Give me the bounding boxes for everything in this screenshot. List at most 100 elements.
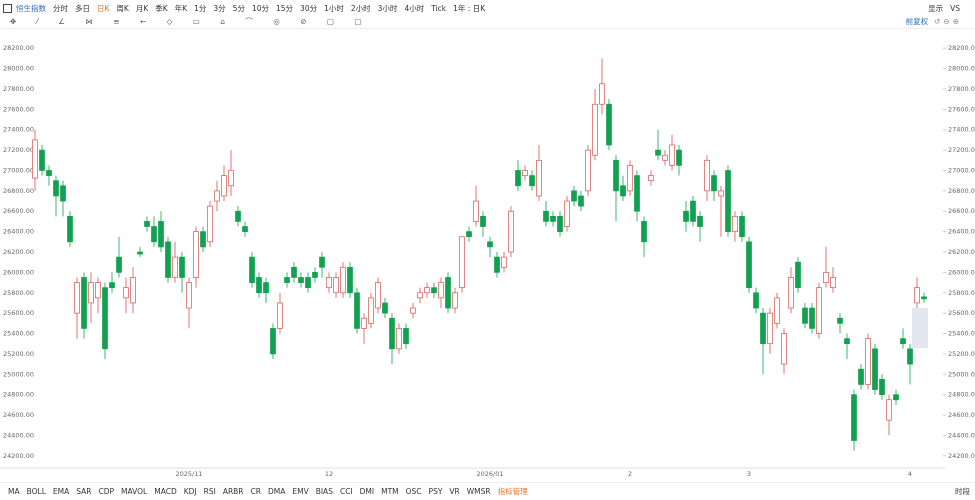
y-tick-label: 25600.00: [948, 309, 975, 317]
period-tab[interactable]: 日K: [97, 3, 110, 13]
candle-body: [144, 221, 150, 227]
toolbar-option[interactable]: VS: [950, 3, 960, 13]
indicator-tab[interactable]: CCI: [339, 486, 353, 496]
period-tab[interactable]: 5分: [232, 3, 245, 13]
candle-body: [53, 180, 59, 197]
candle-body: [529, 175, 535, 187]
x-tick-label: 4: [908, 470, 912, 478]
indicator-tab[interactable]: RSI: [203, 486, 216, 496]
period-tab[interactable]: 3分: [213, 3, 226, 13]
y-tick-label: 27600.00: [948, 105, 975, 113]
y-tick-label: 27600.00: [3, 105, 34, 113]
period-tab[interactable]: 3小时: [377, 3, 398, 13]
indicator-tab[interactable]: BOLL: [26, 486, 46, 496]
y-tick-label: 27400.00: [948, 126, 975, 134]
period-tab[interactable]: 月K: [135, 3, 149, 13]
y-tick-label: 28200.00: [948, 44, 975, 52]
period-tab[interactable]: 季K: [155, 3, 168, 13]
indicator-tab[interactable]: PSY: [428, 486, 443, 496]
candle-body: [214, 190, 220, 202]
period-tab[interactable]: 2小时: [350, 3, 371, 13]
candle-body: [921, 296, 927, 300]
y-tick-label: 27000.00: [948, 166, 975, 174]
panel-icon[interactable]: [3, 3, 12, 13]
y-tick-label: 24600.00: [3, 411, 34, 419]
candle-body: [151, 226, 157, 243]
indicator-tab[interactable]: VR: [449, 486, 460, 496]
indicator-tab[interactable]: EMV: [292, 486, 309, 496]
candle-body: [410, 307, 416, 314]
period-toolbar: 恒生指数 分时 多日 日K 周K 月K 季K 年K 1分 3分 5分 10分 15分 30分 1小时 2小时…: [0, 1, 975, 15]
indicator-tab[interactable]: ARBR: [222, 486, 244, 496]
y-tick-label: 27200.00: [948, 146, 975, 154]
candle-body: [781, 333, 787, 365]
candle-body: [207, 205, 213, 243]
indicator-tab[interactable]: KDJ: [183, 486, 197, 496]
candle-body: [221, 175, 227, 197]
y-tick-label: 25800.00: [948, 289, 975, 297]
period-tab[interactable]: 1分: [194, 3, 207, 13]
x-tick-label: 2026/01: [476, 470, 503, 478]
indicator-tab[interactable]: DMA: [267, 486, 286, 496]
candle-body: [487, 241, 493, 248]
candle-body: [249, 256, 255, 283]
y-tick-label: 26400.00: [948, 228, 975, 236]
candle-body: [179, 256, 185, 278]
indicator-tab[interactable]: CR: [250, 486, 261, 496]
indicator-tab[interactable]: MAVOL: [121, 486, 148, 496]
period-tab[interactable]: 1年 : 日K: [453, 3, 486, 13]
period-tab[interactable]: 15分: [276, 3, 294, 13]
toolbar-option[interactable]: 显示: [928, 3, 944, 13]
y-tick-label: 26400.00: [3, 228, 34, 236]
candle-body: [235, 210, 241, 222]
indicator-tab[interactable]: WMSR: [466, 486, 491, 496]
period-tab[interactable]: 30分: [300, 3, 318, 13]
session-tab[interactable]: 时段: [955, 486, 970, 496]
candle-body: [900, 338, 906, 345]
indicator-tab[interactable]: SAR: [76, 486, 92, 496]
period-tab[interactable]: 1小时: [324, 3, 344, 13]
right-tools: 显示 VS: [928, 1, 967, 15]
candle-body: [263, 282, 269, 294]
indicator-tab[interactable]: MA: [8, 486, 20, 496]
x-tick-label: 12: [325, 470, 333, 478]
y-tick-label: 25200.00: [948, 350, 975, 358]
period-tab[interactable]: 4小时: [404, 3, 425, 13]
candle-body: [396, 328, 402, 350]
y-tick-label: 25000.00: [948, 370, 975, 378]
candle-body: [466, 231, 472, 238]
candle-body: [186, 282, 192, 309]
zoom-icons[interactable]: ↺⊖⊕: [934, 17, 962, 26]
indicator-tab[interactable]: DMI: [359, 486, 375, 496]
symbol[interactable]: 恒生指数: [16, 3, 46, 13]
y-tick-label: 24800.00: [948, 391, 975, 399]
candle-body: [508, 210, 514, 253]
candle-body: [585, 149, 591, 192]
drawing-icons[interactable]: ✥ ⁄ ∠ ⋈ ≡ ← ◇ ▭ ⌂ ⌒ ◎ ⊘ ▢ ▢: [10, 17, 371, 26]
candle-body: [641, 221, 647, 243]
candle-body: [823, 272, 829, 283]
y-tick-label: 26800.00: [3, 187, 34, 195]
period-tab[interactable]: 周K: [116, 3, 129, 13]
period-tab[interactable]: Tick: [431, 3, 447, 13]
indicator-tab[interactable]: OSC: [405, 486, 422, 496]
indicator-tab[interactable]: MACD: [154, 486, 177, 496]
y-tick-label: 26600.00: [3, 207, 34, 215]
candle-body: [655, 149, 661, 156]
indicator-tab[interactable]: EMA: [52, 486, 70, 496]
indicator-tab[interactable]: 指标管理: [497, 486, 528, 496]
indicator-tab[interactable]: CDP: [98, 486, 115, 496]
period-tab[interactable]: 年K: [174, 3, 188, 13]
indicator-tab[interactable]: BIAS: [315, 486, 333, 496]
candle-body: [662, 154, 668, 161]
y-tick-label: 28200.00: [3, 44, 34, 52]
period-tab[interactable]: 分时: [53, 3, 68, 13]
candle-body: [200, 231, 206, 248]
y-tick-label: 25600.00: [3, 309, 34, 317]
adjust-mode[interactable]: 前复权: [905, 17, 929, 26]
candle-body: [816, 287, 822, 334]
candle-body: [347, 266, 353, 294]
period-tab[interactable]: 10分: [251, 3, 269, 13]
period-tab[interactable]: 多日: [75, 3, 90, 13]
indicator-tab[interactable]: MTM: [381, 486, 399, 496]
